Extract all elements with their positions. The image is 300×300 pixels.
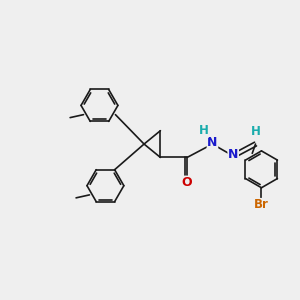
Text: N: N [207,136,218,149]
Text: O: O [182,176,193,189]
Text: H: H [199,124,208,137]
Text: N: N [228,148,238,161]
Text: Br: Br [254,199,269,212]
Text: H: H [250,125,260,138]
